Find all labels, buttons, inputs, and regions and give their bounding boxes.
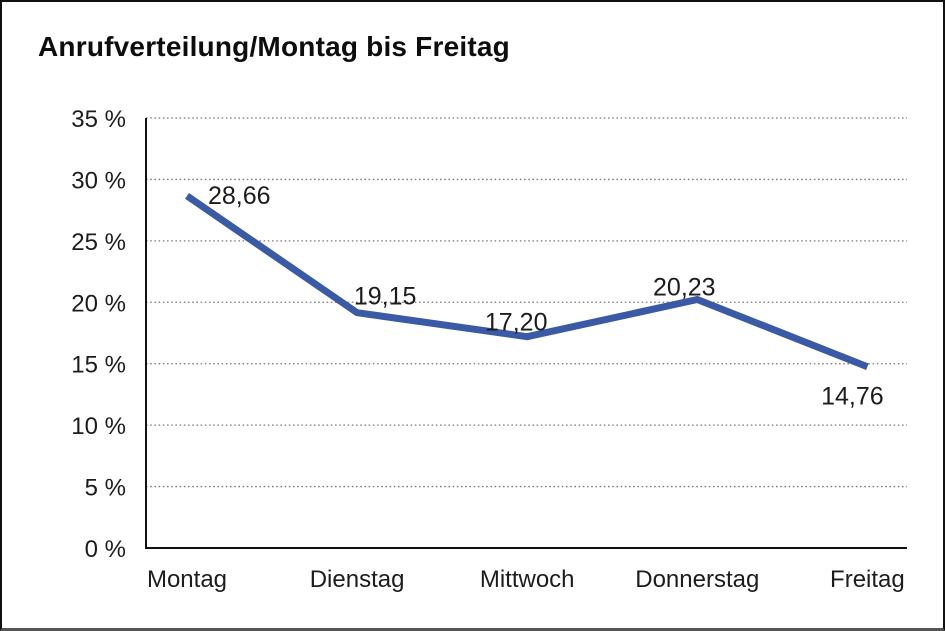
data-series-line: [185, 193, 869, 370]
y-tick-label: 10 %: [71, 413, 126, 440]
data-point-label: 14,76: [821, 383, 884, 411]
x-category-label: Dienstag: [310, 566, 405, 593]
chart-title: Anrufverteilung/Montag bis Freitag: [38, 31, 510, 62]
y-tick-label: 20 %: [71, 290, 126, 317]
data-point-label: 19,15: [354, 283, 417, 311]
data-point-label: 20,23: [653, 273, 716, 301]
y-tick-label: 5 %: [85, 475, 126, 502]
x-category-label: Mittwoch: [480, 566, 575, 593]
y-tick-label: 15 %: [71, 352, 126, 379]
y-tick-label: 25 %: [71, 229, 126, 256]
x-category-label: Donnerstag: [635, 566, 759, 593]
y-tick-label: 30 %: [71, 167, 126, 194]
x-category-label: Montag: [147, 566, 227, 593]
data-point-label: 28,66: [208, 182, 271, 210]
data-point-label: 17,20: [485, 309, 548, 337]
y-tick-label: 35 %: [71, 106, 126, 133]
y-tick-label: 0 %: [85, 536, 126, 563]
x-category-label: Freitag: [830, 566, 905, 593]
